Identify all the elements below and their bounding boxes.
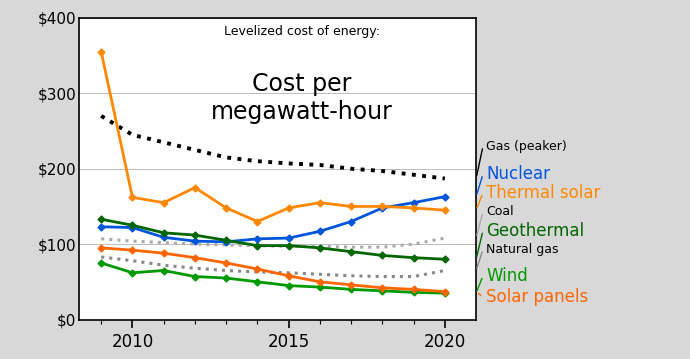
Text: Cost per
megawatt-hour: Cost per megawatt-hour bbox=[210, 72, 393, 124]
Text: Thermal solar: Thermal solar bbox=[486, 184, 601, 202]
Text: Natural gas: Natural gas bbox=[486, 243, 559, 256]
Text: Coal: Coal bbox=[486, 205, 514, 218]
Text: Nuclear: Nuclear bbox=[486, 165, 551, 183]
Text: Wind: Wind bbox=[486, 267, 529, 285]
Text: Levelized cost of energy:: Levelized cost of energy: bbox=[224, 25, 380, 38]
Text: Solar panels: Solar panels bbox=[486, 288, 589, 306]
Text: Gas (peaker): Gas (peaker) bbox=[486, 140, 567, 153]
Text: Geothermal: Geothermal bbox=[486, 222, 584, 239]
